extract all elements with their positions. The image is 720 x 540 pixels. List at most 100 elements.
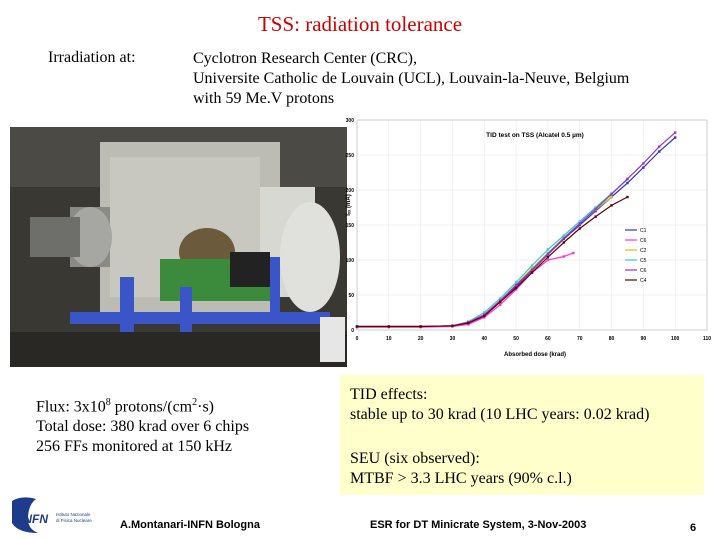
data-point <box>642 162 645 165</box>
chart-title: TID test on TSS (Alcatel 0.5 µm) <box>486 132 584 139</box>
legend-entry: C2 <box>640 248 647 254</box>
footer-event: ESR for DT Minicrate System, 3-Nov-2003 <box>370 519 587 531</box>
irradiation-details: Cyclotron Research Center (CRC), Univers… <box>193 49 629 109</box>
series-line <box>357 252 574 328</box>
data-point <box>514 281 518 284</box>
data-point <box>626 177 629 180</box>
irradiation-parameters: Flux: 3x108 protons/(cm2·s) Total dose: … <box>36 393 249 457</box>
data-point <box>610 195 613 199</box>
logo-subtitle-1: Istituto Nazionale <box>56 512 91 517</box>
tid-chart-svg: 0 50 100 150 200 250 300 0 10 20 30 40 50 60 70 80 90 100… <box>346 118 712 358</box>
y-tick-label: 150 <box>346 223 355 229</box>
data-point <box>673 136 677 139</box>
legend-entry: C6 <box>640 238 647 244</box>
data-point <box>610 193 613 196</box>
tid-effects-text: stable up to 30 krad (10 LHC years: 0.02… <box>350 406 650 423</box>
x-tick-label: 90 <box>641 336 647 342</box>
data-point <box>594 209 597 213</box>
logo-text: INFN <box>20 512 48 526</box>
data-point <box>498 300 502 304</box>
data-point <box>626 195 629 199</box>
irradiation-setup-photo <box>10 127 347 367</box>
page-number: 6 <box>690 522 697 534</box>
data-point <box>451 324 454 327</box>
flux-prefix: Flux: 3x10 <box>36 398 106 416</box>
infn-logo: INFN Istituto Nazionale di Fisica Nuclea… <box>8 495 108 535</box>
data-point <box>546 256 550 259</box>
chart-x-axis-label: Absorbed dose (krad) <box>504 352 566 358</box>
data-point <box>530 271 534 274</box>
x-tick-label: 40 <box>481 336 487 342</box>
x-tick-label: 60 <box>545 336 551 342</box>
footer-author: A.Montanari-INFN Bologna <box>120 519 260 531</box>
flux-unit-exponent: 2 <box>192 397 198 408</box>
data-point <box>562 241 566 244</box>
y-tick-label: 300 <box>346 118 355 124</box>
irradiation-line: Cyclotron Research Center (CRC), <box>193 50 417 67</box>
flux-line: Flux: 3x108 protons/(cm2·s) <box>36 393 249 417</box>
x-tick-label: 20 <box>418 336 424 342</box>
x-tick-label: 10 <box>386 336 392 342</box>
data-point <box>642 166 645 169</box>
chart-legend: C1 C6 C2 C5 C6 C4 <box>625 228 647 284</box>
chart-y-axis-label: Iₓₓ (mA) <box>346 194 352 215</box>
y-tick-label: 50 <box>348 293 354 299</box>
seu-heading: SEU (six observed): <box>350 450 480 467</box>
data-point <box>578 220 581 223</box>
data-point <box>562 234 566 237</box>
irradiation-label: Irradiation at: <box>48 49 136 66</box>
data-point <box>562 237 566 240</box>
flux-exponent: 8 <box>105 397 111 408</box>
data-point <box>572 251 575 255</box>
data-point <box>530 264 534 267</box>
data-point <box>514 286 518 290</box>
legend-entry: C4 <box>640 278 647 284</box>
data-point <box>610 204 613 207</box>
data-point <box>483 316 486 319</box>
data-point <box>483 311 486 314</box>
data-point <box>594 215 597 218</box>
x-tick-label: 110 <box>703 336 711 342</box>
data-point <box>514 285 518 288</box>
x-tick-label: 50 <box>513 336 519 342</box>
legend-entry: C5 <box>640 258 647 264</box>
irradiation-line: Universite Catholic de Louvain (UCL), Lo… <box>193 70 630 87</box>
x-tick-label: 30 <box>450 336 456 342</box>
data-point <box>498 303 502 306</box>
data-point <box>498 297 502 300</box>
x-tick-label: 70 <box>577 336 583 342</box>
total-dose-line: Total dose: 380 krad over 6 chips <box>36 418 250 436</box>
data-point <box>578 223 581 227</box>
data-point <box>658 145 661 148</box>
data-point <box>594 207 597 211</box>
data-point <box>578 222 581 225</box>
data-point <box>530 268 534 271</box>
data-point <box>498 299 502 302</box>
legend-entry: C1 <box>640 228 647 234</box>
data-point <box>419 325 422 328</box>
chart-axes: 0 50 100 150 200 250 300 0 10 20 30 40 50 60 70 80 90 100… <box>346 118 712 342</box>
data-point <box>355 325 359 328</box>
data-point <box>530 267 534 270</box>
data-point <box>467 321 470 325</box>
y-tick-label: 100 <box>346 258 355 264</box>
data-point <box>387 325 391 328</box>
tid-chart: 0 50 100 150 200 250 300 0 10 20 30 40 50 60 70 80 90 100… <box>345 112 717 362</box>
infn-logo-mark: INFN Istituto Nazionale di Fisica Nuclea… <box>12 497 92 533</box>
data-point <box>483 313 486 316</box>
chart-series <box>355 131 677 329</box>
data-point <box>658 150 661 153</box>
chart-grid <box>356 119 708 331</box>
effects-box: TID effects: stable up to 30 krad (10 LH… <box>340 375 704 495</box>
irradiation-line: with 59 Me.V protons <box>193 90 335 107</box>
legend-entry: C6 <box>640 268 647 274</box>
x-tick-label: 100 <box>671 336 680 342</box>
data-point <box>546 248 550 251</box>
ffs-monitored-line: 256 FFs monitored at 150 kHz <box>36 438 232 456</box>
logo-subtitle-2: di Fisica Nucleare <box>56 518 92 523</box>
flux-unit: protons/(cm <box>110 398 193 416</box>
data-point <box>546 258 550 262</box>
data-point <box>594 206 597 209</box>
y-tick-label: 200 <box>346 188 355 194</box>
data-point <box>562 255 566 258</box>
